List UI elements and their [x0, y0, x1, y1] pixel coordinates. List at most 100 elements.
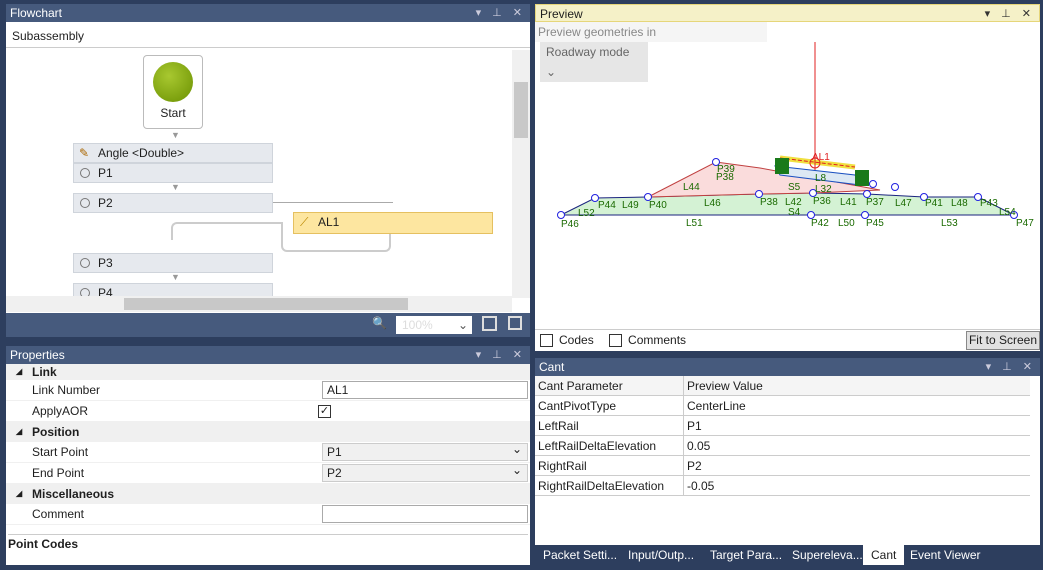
comment-input[interactable]	[322, 505, 528, 523]
geometry-label: L48	[951, 198, 968, 209]
geometry-label: P38	[716, 172, 734, 183]
category-miscellaneous[interactable]: Miscellaneous	[6, 484, 530, 504]
node-angle[interactable]: ✎ Angle <Double>	[73, 143, 273, 163]
node-label: P3	[98, 256, 113, 270]
start-label: Start	[160, 106, 186, 120]
category-link[interactable]: Link	[6, 364, 530, 380]
geometry-label: L8	[815, 173, 827, 184]
cant-panel: Cant ▾ ⊥ ✕ Cant Parameter Preview Value Can…	[535, 358, 1040, 545]
preview-value[interactable]: CenterLine	[683, 396, 783, 416]
start-icon	[153, 62, 193, 102]
arrow-icon: ▼	[171, 272, 180, 282]
tab-item[interactable]: Cant	[863, 545, 905, 565]
geometry-label: AL1	[812, 152, 830, 163]
horizontal-scrollbar[interactable]	[6, 296, 512, 312]
point-marker-icon	[807, 211, 815, 219]
zoom-value: 100%	[402, 318, 433, 332]
prop-start-point: Start Point P1	[6, 441, 530, 463]
node-label: P2	[98, 196, 113, 210]
point-marker-icon	[644, 193, 652, 201]
flowchart-canvas[interactable]: Start ▼ ✎ Angle <Double> P1 ▼ P2 ⟋ AL1 P3 …	[6, 50, 512, 298]
preview-value[interactable]: P1	[683, 416, 783, 436]
zoom-select[interactable]: 100% ⌄	[396, 316, 472, 334]
node-p1[interactable]: P1	[73, 163, 273, 183]
point-icon	[80, 198, 90, 208]
tab-item[interactable]: Input/Outp...	[628, 548, 695, 562]
tab-item[interactable]: Event Viewer	[910, 548, 981, 562]
preview-title: Preview	[540, 7, 583, 21]
table-row[interactable]: RightRail P2	[535, 456, 1030, 476]
column-header: Cant Parameter	[538, 379, 623, 393]
cant-parameter: LeftRailDeltaElevation	[538, 439, 657, 453]
prop-label: Link Number	[32, 383, 101, 397]
preview-value[interactable]: P2	[683, 456, 783, 476]
geom-label: Preview geometries in	[538, 25, 657, 39]
table-row[interactable]: RightRailDeltaElevation -0.05	[535, 476, 1030, 496]
table-row[interactable]: LeftRailDeltaElevation 0.05	[535, 436, 1030, 456]
table-row[interactable]: LeftRail P1	[535, 416, 1030, 436]
flowchart-header: Subassembly	[6, 22, 530, 48]
connector	[273, 202, 393, 203]
node-label: AL1	[318, 215, 340, 229]
panel-controls[interactable]: ▾ ⊥ ✕	[984, 8, 1035, 20]
prop-end-point: End Point P2	[6, 462, 530, 484]
point-marker-icon	[863, 190, 871, 198]
prop-apply-aor: ApplyAOR ✓	[6, 401, 530, 422]
fit-icon[interactable]	[482, 316, 497, 331]
panel-controls[interactable]: ▾ ⊥ ✕	[475, 349, 526, 361]
comments-checkbox[interactable]: Comments	[609, 333, 687, 348]
flowchart-title: Flowchart	[10, 6, 63, 20]
vertical-scrollbar[interactable]	[512, 50, 530, 298]
tab-item[interactable]: Packet Setti...	[543, 548, 618, 562]
geometry-label: P43	[980, 198, 998, 209]
column-header: Preview Value	[683, 376, 783, 396]
fit-to-screen-button[interactable]: Fit to Screen	[965, 331, 1040, 350]
fullscreen-icon[interactable]	[508, 316, 522, 330]
node-label: P4	[98, 286, 113, 298]
prop-label: Comment	[32, 507, 85, 521]
end-point-select[interactable]: P2	[322, 462, 528, 482]
apply-aor-checkbox[interactable]: ✓	[318, 405, 331, 418]
panel-controls[interactable]: ▾ ⊥ ✕	[985, 361, 1036, 373]
node-p2[interactable]: P2	[73, 193, 273, 213]
tab-item[interactable]: Target Para...	[710, 548, 783, 562]
category-position[interactable]: Position	[6, 422, 530, 442]
geometry-label: L49	[622, 200, 639, 211]
preview-value[interactable]: -0.05	[683, 476, 783, 496]
start-node[interactable]: Start	[143, 55, 203, 129]
start-point-select[interactable]: P1	[322, 441, 528, 461]
geometry-label: P38	[760, 197, 778, 208]
geometry-label: S5	[788, 182, 801, 193]
geometry-label: L44	[683, 182, 700, 193]
geometry-label: L54	[999, 207, 1016, 218]
arrow-icon: ▼	[171, 130, 180, 140]
point-marker-icon	[869, 180, 877, 188]
geometry-label: L46	[704, 198, 721, 209]
cant-parameter: CantPivotType	[538, 399, 617, 413]
node-p3[interactable]: P3	[73, 253, 273, 273]
cant-header-row: Cant Parameter Preview Value	[535, 376, 1030, 396]
zoom-icon[interactable]: 🔍	[372, 316, 387, 330]
point-marker-icon	[891, 183, 899, 191]
comments-label: Comments	[628, 333, 687, 347]
geometry-label: L51	[686, 218, 703, 229]
al1-link	[779, 157, 856, 168]
cant-parameter: RightRailDeltaElevation	[538, 479, 665, 493]
tab-item[interactable]: Supereleva...	[792, 548, 863, 562]
geometry-label: P47	[1016, 218, 1034, 229]
preview-footer: Codes Comments Fit to Screen	[535, 329, 1040, 351]
connector	[171, 222, 281, 240]
node-al1[interactable]: ⟋ AL1	[293, 212, 493, 234]
point-marker-icon	[974, 193, 982, 201]
table-row[interactable]: CantPivotType CenterLine	[535, 396, 1030, 416]
mode-select[interactable]: Roadway mode ⌄	[540, 42, 648, 82]
preview-toolbar: Preview geometries in Roadway mode ⌄	[535, 22, 767, 82]
panel-controls[interactable]: ▾ ⊥ ✕	[475, 7, 526, 19]
preview-value[interactable]: 0.05	[683, 436, 783, 456]
point-marker-icon	[712, 158, 720, 166]
codes-checkbox[interactable]: Codes	[540, 333, 594, 348]
link-number-input[interactable]: AL1	[322, 381, 528, 399]
geometry-label: L53	[941, 218, 958, 229]
geometry-label: S4	[788, 207, 801, 218]
